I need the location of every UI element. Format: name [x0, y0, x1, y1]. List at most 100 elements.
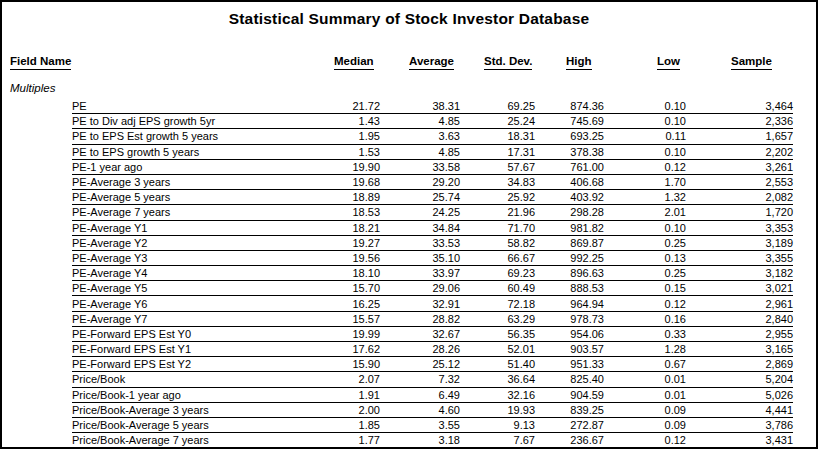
field-name-cell: PE-Average Y1 [72, 222, 312, 234]
table-row: Price/Book-Average 3 years 2.00 4.60 19.… [72, 403, 793, 418]
table-row: PE-Average 7 years 18.53 24.25 21.96 298… [72, 205, 793, 220]
median-cell: 15.90 [312, 358, 380, 370]
average-cell: 24.25 [380, 206, 460, 218]
median-cell: 19.56 [312, 252, 380, 264]
field-name-cell: PE-Forward EPS Est Y0 [72, 328, 312, 340]
sample-cell: 3,182 [686, 267, 793, 279]
field-name-cell: PE-1 year ago [72, 161, 312, 173]
high-cell: 298.28 [535, 206, 604, 218]
std-dev-cell: 9.13 [460, 419, 535, 431]
field-name-cell: Price/Book-Average 5 years [72, 419, 312, 431]
high-cell: 761.00 [535, 161, 604, 173]
field-name-cell: Price/Book [72, 373, 312, 385]
median-cell: 18.21 [312, 222, 380, 234]
table-row: PE to EPS Est growth 5 years 1.95 3.63 1… [72, 129, 793, 144]
std-dev-cell: 69.25 [460, 100, 535, 112]
median-cell: 1.43 [312, 115, 380, 127]
median-cell: 15.70 [312, 282, 380, 294]
high-cell: 839.25 [535, 404, 604, 416]
table-row: PE-Forward EPS Est Y0 19.99 32.67 56.35 … [72, 327, 793, 342]
table-row: Price/Book-1 year ago 1.91 6.49 32.16 90… [72, 388, 793, 403]
table-row: PE-Average Y3 19.56 35.10 66.67 992.25 0… [72, 251, 793, 266]
median-cell: 1.85 [312, 419, 380, 431]
average-cell: 29.20 [380, 176, 460, 188]
sample-cell: 3,189 [686, 237, 793, 249]
std-dev-cell: 32.16 [460, 389, 535, 401]
sample-cell: 3,353 [686, 222, 793, 234]
low-cell: 0.12 [604, 434, 686, 446]
average-cell: 33.53 [380, 237, 460, 249]
table-row: PE 21.72 38.31 69.25 874.36 0.10 3,464 [72, 99, 793, 114]
std-dev-cell: 71.70 [460, 222, 535, 234]
field-name-cell: PE-Forward EPS Est Y1 [72, 343, 312, 355]
high-cell: 888.53 [535, 282, 604, 294]
high-cell: 745.69 [535, 115, 604, 127]
std-dev-cell: 63.29 [460, 313, 535, 325]
std-dev-cell: 25.92 [460, 191, 535, 203]
table-row: Price/Book-Average 7 years 1.77 3.18 7.6… [72, 433, 793, 448]
high-cell: 904.59 [535, 389, 604, 401]
field-name-cell: PE-Average Y6 [72, 298, 312, 310]
median-cell: 1.95 [312, 130, 380, 142]
field-name-cell: Price/Book-Average 3 years [72, 404, 312, 416]
sample-cell: 5,026 [686, 389, 793, 401]
table-row: PE-Average Y4 18.10 33.97 69.23 896.63 0… [72, 266, 793, 281]
median-cell: 16.25 [312, 298, 380, 310]
section-label-multiples: Multiples [10, 82, 55, 94]
sample-cell: 4,441 [686, 404, 793, 416]
table-row: PE-Average 3 years 19.68 29.20 34.83 406… [72, 175, 793, 190]
average-cell: 3.63 [380, 130, 460, 142]
average-cell: 3.18 [380, 434, 460, 446]
sample-cell: 3,021 [686, 282, 793, 294]
average-cell: 4.60 [380, 404, 460, 416]
column-header-median: Median [334, 55, 374, 70]
sample-cell: 2,869 [686, 358, 793, 370]
average-cell: 4.85 [380, 115, 460, 127]
low-cell: 1.70 [604, 176, 686, 188]
median-cell: 19.27 [312, 237, 380, 249]
sample-cell: 2,202 [686, 146, 793, 158]
median-cell: 1.77 [312, 434, 380, 446]
column-header-average: Average [409, 55, 454, 70]
median-cell: 2.00 [312, 404, 380, 416]
average-cell: 25.12 [380, 358, 460, 370]
average-cell: 29.06 [380, 282, 460, 294]
low-cell: 0.01 [604, 389, 686, 401]
low-cell: 0.09 [604, 404, 686, 416]
std-dev-cell: 58.82 [460, 237, 535, 249]
average-cell: 25.74 [380, 191, 460, 203]
average-cell: 33.58 [380, 161, 460, 173]
sample-cell: 2,553 [686, 176, 793, 188]
low-cell: 0.10 [604, 100, 686, 112]
low-cell: 0.10 [604, 222, 686, 234]
high-cell: 954.06 [535, 328, 604, 340]
average-cell: 32.67 [380, 328, 460, 340]
average-cell: 4.85 [380, 146, 460, 158]
average-cell: 7.32 [380, 373, 460, 385]
low-cell: 0.33 [604, 328, 686, 340]
column-headers: Field Name Median Average Std. Dev. High… [2, 55, 816, 73]
average-cell: 38.31 [380, 100, 460, 112]
median-cell: 1.53 [312, 146, 380, 158]
summary-table-body: PE 21.72 38.31 69.25 874.36 0.10 3,464 P… [72, 99, 793, 448]
average-cell: 3.55 [380, 419, 460, 431]
sample-cell: 3,355 [686, 252, 793, 264]
low-cell: 0.09 [604, 419, 686, 431]
low-cell: 0.11 [604, 130, 686, 142]
sample-cell: 2,082 [686, 191, 793, 203]
std-dev-cell: 7.67 [460, 434, 535, 446]
high-cell: 403.92 [535, 191, 604, 203]
std-dev-cell: 19.93 [460, 404, 535, 416]
low-cell: 1.32 [604, 191, 686, 203]
sample-cell: 3,165 [686, 343, 793, 355]
std-dev-cell: 17.31 [460, 146, 535, 158]
std-dev-cell: 34.83 [460, 176, 535, 188]
table-row: PE-Forward EPS Est Y1 17.62 28.26 52.01 … [72, 342, 793, 357]
low-cell: 2.01 [604, 206, 686, 218]
field-name-cell: PE-Average Y2 [72, 237, 312, 249]
high-cell: 869.87 [535, 237, 604, 249]
high-cell: 903.57 [535, 343, 604, 355]
sample-cell: 1,657 [686, 130, 793, 142]
std-dev-cell: 66.67 [460, 252, 535, 264]
high-cell: 272.87 [535, 419, 604, 431]
